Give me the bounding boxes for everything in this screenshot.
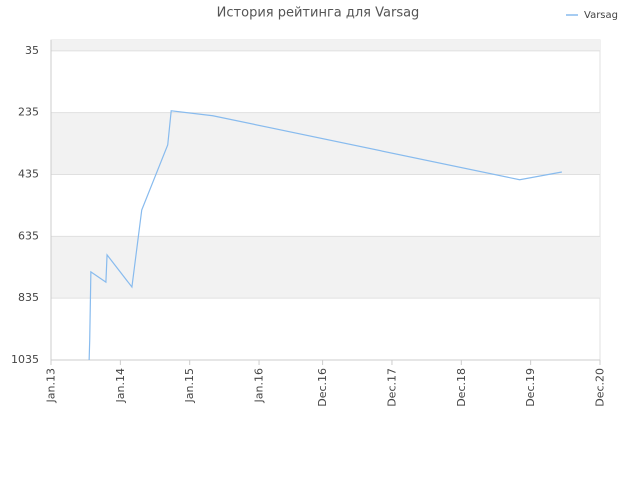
- y-tick-label: 835: [18, 291, 39, 304]
- x-tick-label: Dec.20: [594, 368, 607, 407]
- x-tick-label: Jan.14: [114, 368, 127, 403]
- x-tick-label: Jan.15: [183, 368, 196, 403]
- chart-title: История рейтинга для Varsag: [217, 6, 420, 21]
- x-tick-label: Dec.19: [524, 368, 537, 407]
- legend-label: Varsag: [584, 10, 618, 21]
- band: [51, 236, 600, 299]
- y-tick-label: 635: [18, 229, 39, 242]
- band: [51, 40, 600, 51]
- y-tick-label: 1035: [11, 353, 39, 366]
- y-tick-label: 35: [25, 44, 39, 57]
- plot-area: [50, 39, 601, 361]
- y-tick-label: 435: [18, 167, 39, 180]
- x-tick-label: Jan.13: [45, 368, 58, 403]
- x-tick-label: Dec.16: [316, 368, 329, 407]
- x-tick-label: Dec.18: [455, 368, 468, 407]
- band: [51, 112, 600, 175]
- line: [88, 110, 562, 361]
- y-tick-label: 235: [18, 106, 39, 119]
- x-tick-label: Jan.16: [253, 368, 266, 403]
- x-tick-label: Dec.17: [385, 368, 398, 407]
